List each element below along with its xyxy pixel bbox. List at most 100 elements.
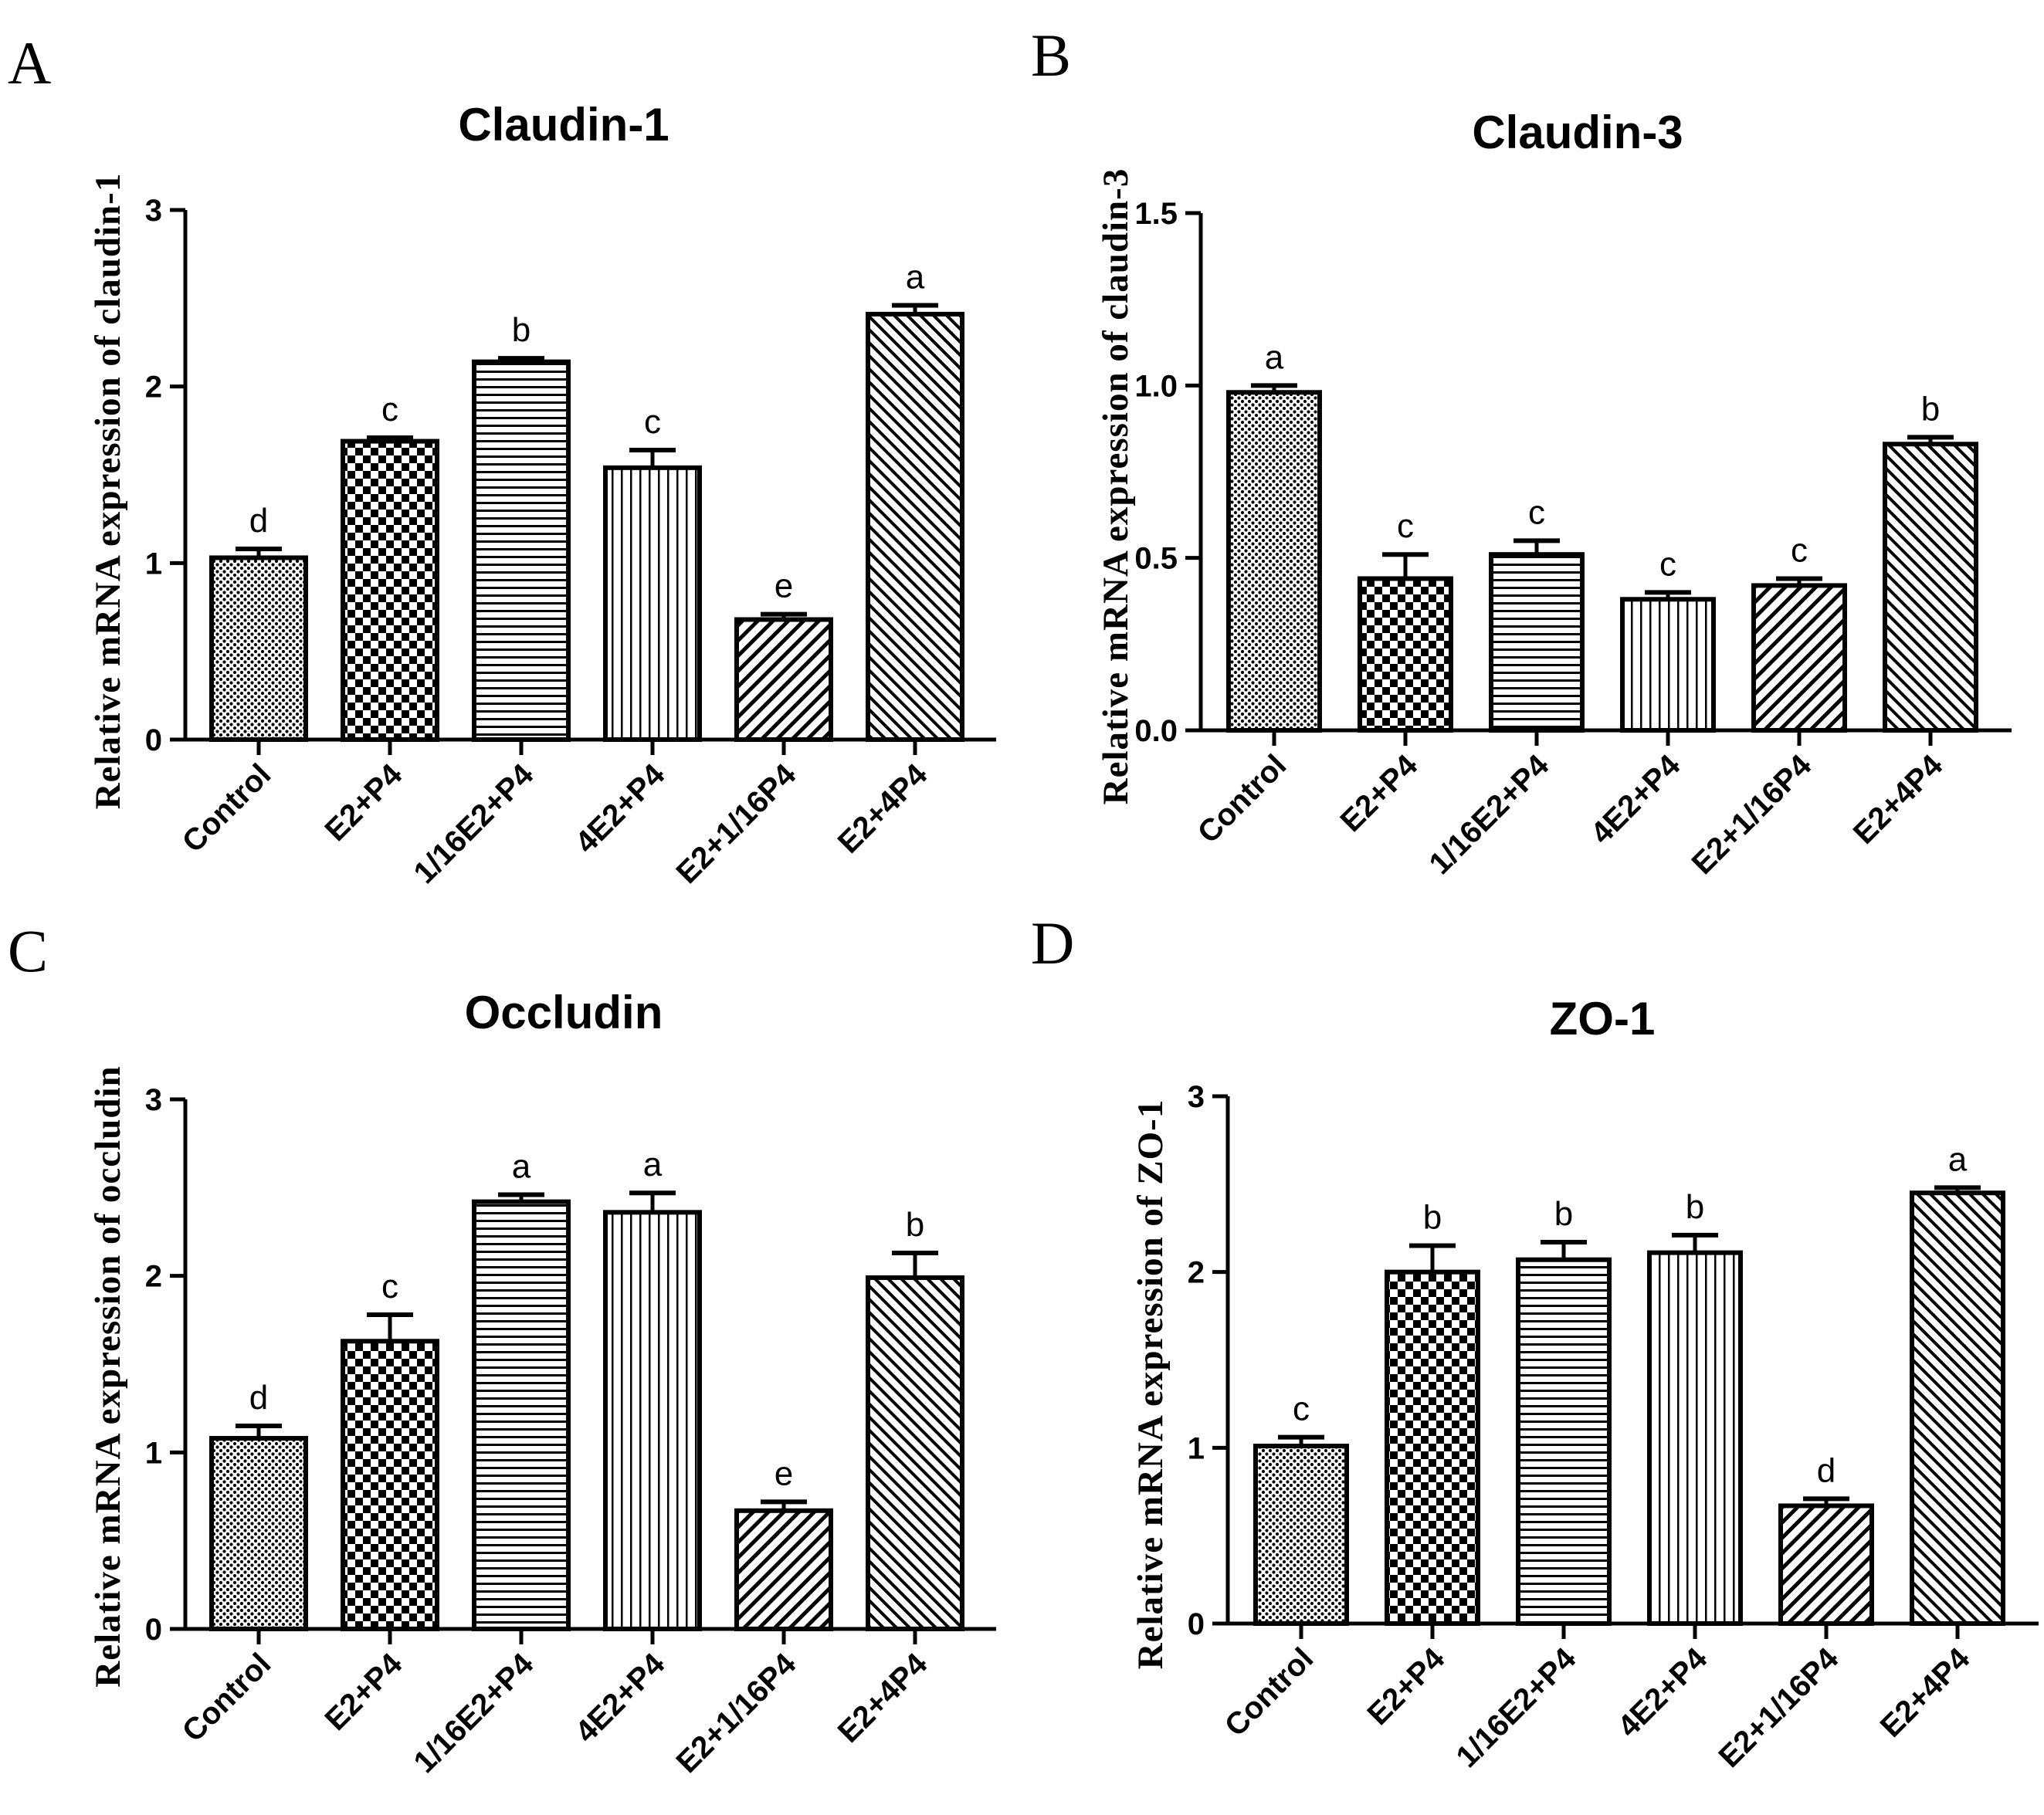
significance-label: b [512,311,530,349]
x-tick-label: E2+P4 [1361,1641,1452,1732]
bar [734,1508,833,1631]
bar [472,359,571,742]
y-tick-label: 2 [1188,1256,1205,1290]
significance-label: a [906,258,925,296]
bar [1385,1269,1480,1626]
bar [603,1210,702,1631]
x-tick-label: E2+4P4 [1874,1641,1977,1744]
bar [1620,597,1716,733]
significance-label: a [1265,338,1284,376]
x-tick-label: Control [1219,1641,1320,1743]
y-tick-label: 2 [145,371,162,405]
panel-letter-c: C [8,917,48,984]
significance-label: a [512,1147,531,1185]
bar [734,617,833,742]
y-tick-label: 1.5 [1134,197,1178,231]
significance-label: a [643,1146,663,1183]
panel-a: A Claudin-1 Relative mRNA expression of … [8,29,996,890]
y-tick-label: 1.0 [1134,369,1178,403]
significance-label: b [906,1206,924,1244]
chart-c: 0 1 2 3 d Control c E2+P4 a 1/16E2+P4 a 4E2+P4 e E2+1… [145,1083,996,1779]
y-axis-label-d: Relative mRNA expression of ZO-1 [1130,1099,1171,1670]
y-tick-label: 3 [145,1083,162,1117]
significance-label: d [249,1379,268,1417]
significance-label: b [1554,1195,1573,1233]
panel-letter-d: D [1031,909,1074,977]
x-tick-label: E2+P4 [1334,748,1425,838]
bar [866,311,964,742]
y-axis-label-b: Relative mRNA expression of claudin-3 [1096,168,1136,805]
x-tick-label: E2+4P4 [832,757,934,860]
panel-letter-b: B [1031,22,1071,89]
significance-label: b [1686,1188,1704,1226]
x-tick-label: 4E2+P4 [569,757,672,860]
y-tick-label: 0 [145,1613,162,1647]
x-tick-label: 1/16E2+P4 [1449,1641,1582,1774]
y-axis-label-a: Relative mRNA expression of claudin-1 [88,173,128,810]
bar [603,465,702,742]
x-tick-label: E2+4P4 [832,1647,934,1749]
y-tick-label: 3 [1188,1080,1205,1114]
x-tick-label: 4E2+P4 [1612,1641,1714,1744]
x-tick-label: E2+1/16P4 [669,1647,802,1779]
bar [866,1275,964,1632]
y-tick-label: 0.5 [1134,542,1178,576]
bar [1910,1190,2005,1626]
bar [341,1339,439,1631]
significance-label: e [775,567,793,605]
chart-title-a: Claudin-1 [458,99,669,151]
significance-label: a [1948,1140,1968,1178]
y-tick-label: 0 [145,723,162,757]
bar [472,1199,571,1632]
significance-label: c [1791,531,1808,569]
bar [1778,1503,1874,1627]
y-tick-label: 1 [145,1436,162,1470]
bar [1489,552,1585,733]
x-tick-label: Control [176,1647,278,1749]
bar [209,555,308,742]
bar [209,1436,308,1632]
y-tick-label: 0.0 [1134,714,1178,748]
panel-d: D ZO-1 Relative mRNA expression of ZO-1 … [1031,909,2039,1774]
y-tick-label: 1 [1188,1431,1205,1465]
significance-label: c [381,1268,398,1305]
x-tick-label: 4E2+P4 [569,1647,672,1749]
chart-title-d: ZO-1 [1550,993,1656,1045]
chart-title-c: Occludin [465,987,663,1038]
significance-label: b [1423,1199,1442,1237]
significance-label: c [1659,545,1676,583]
significance-label: d [1817,1451,1836,1489]
significance-label: c [1293,1390,1310,1428]
significance-label: e [775,1454,793,1492]
y-tick-label: 0 [1188,1607,1205,1641]
chart-d: 0 1 2 3 c Control b E2+P4 b 1/16E2+P4 b 4E2+P4 d E2+1… [1188,1080,2039,1774]
bar [1226,390,1322,733]
x-tick-label: 1/16E2+P4 [407,1647,540,1779]
bar [1358,576,1453,733]
x-tick-label: E2+P4 [319,757,409,848]
significance-label: c [644,403,661,441]
y-tick-label: 3 [145,194,162,228]
bar [1253,1444,1349,1626]
bar [1647,1250,1743,1626]
x-tick-label: E2+1/16P4 [1685,748,1818,881]
significance-label: c [1528,493,1545,531]
x-tick-label: 1/16E2+P4 [407,757,540,890]
panel-c: C Occludin Relative mRNA expression of o… [8,917,996,1779]
significance-label: c [1397,507,1414,545]
x-tick-label: 4E2+P4 [1585,748,1687,851]
x-tick-label: E2+1/16P4 [669,757,802,890]
y-axis-label-c: Relative mRNA expression of occludin [88,1065,128,1687]
bar [341,439,439,742]
significance-label: d [249,502,268,540]
y-tick-label: 2 [145,1260,162,1294]
x-tick-label: E2+1/16P4 [1712,1641,1845,1774]
bar [1516,1257,1612,1626]
x-tick-label: Control [1191,748,1293,850]
chart-a: 0 1 2 3 d Control c E2+P4 b 1/16E2+P4 c 4E2+P4 e E2+1… [145,194,996,890]
chart-b: 0.0 0.5 1.0 1.5 a Control c E2+P4 c 1/16E2+P4 c 4E2… [1134,197,2012,881]
panel-letter-a: A [8,29,51,97]
y-tick-label: 1 [145,547,162,581]
bar [1883,442,1978,733]
